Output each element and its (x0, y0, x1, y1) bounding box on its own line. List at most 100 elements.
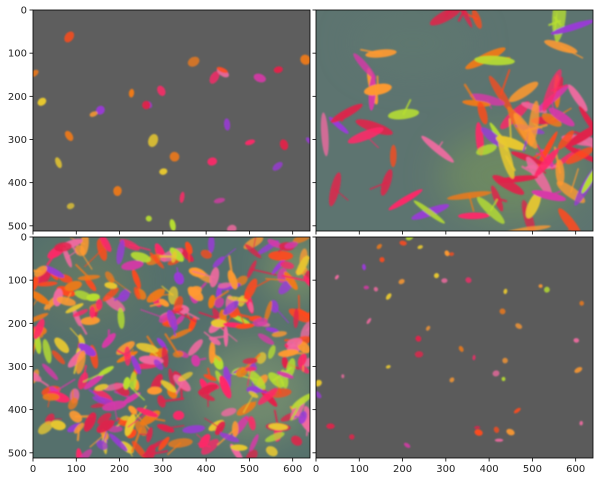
cell (168, 368, 176, 390)
cell-process (499, 69, 511, 96)
y-tick-label: 200 (8, 319, 27, 330)
cell (379, 257, 385, 263)
cell (54, 242, 72, 252)
panel-image (33, 10, 310, 231)
cell-process (48, 301, 53, 311)
cell (550, 19, 593, 35)
cell (279, 139, 289, 151)
cell (573, 338, 580, 343)
cell (216, 66, 228, 74)
cell (579, 421, 583, 426)
cell-process (294, 416, 304, 418)
cell (129, 371, 137, 390)
cell-process (218, 248, 237, 263)
cell (182, 425, 206, 434)
cell (353, 53, 376, 79)
cell (268, 423, 288, 431)
cell (159, 168, 168, 175)
cell-process (113, 405, 118, 422)
cell (210, 319, 227, 328)
cell (169, 328, 192, 340)
cell (198, 392, 215, 401)
cell-process (245, 401, 257, 410)
cell (415, 335, 422, 342)
cell (153, 359, 164, 371)
cell-process (148, 449, 169, 456)
cell (276, 371, 294, 379)
cell-process (161, 285, 174, 297)
cell-process (130, 427, 143, 453)
cell-process (140, 309, 166, 319)
y-tick-label: 300 (8, 135, 27, 146)
cell (503, 288, 508, 295)
cell (200, 249, 212, 259)
cell (95, 298, 103, 311)
cell-process (203, 331, 216, 342)
cell (497, 175, 538, 183)
cell-process (551, 98, 556, 117)
cell-process (109, 276, 132, 293)
panel-background (316, 237, 593, 458)
panel-background (33, 10, 310, 231)
cell-process (365, 134, 379, 149)
x-tick-label: 400 (480, 464, 499, 475)
cell-process (533, 123, 543, 129)
cell-process (290, 399, 303, 421)
cell (64, 280, 82, 292)
cell (113, 186, 122, 196)
cell-process (436, 141, 444, 150)
cell (268, 250, 294, 261)
cell-process (128, 243, 151, 251)
panel-image (316, 10, 593, 231)
cell (265, 432, 285, 443)
cell (38, 270, 51, 286)
cell-process (250, 268, 277, 276)
panel-bottom-right: 0 100 200 300 400 500 600 (312, 236, 594, 475)
cell (33, 69, 39, 77)
cell (557, 130, 574, 150)
cell (388, 189, 423, 211)
cell (273, 66, 283, 74)
cell (425, 325, 431, 331)
cell (76, 449, 93, 458)
cell-process (495, 197, 508, 203)
cell-process (265, 278, 292, 282)
cell-process (489, 198, 498, 212)
x-tick-label: 100 (67, 464, 86, 475)
cell-process (132, 409, 150, 430)
cell (78, 343, 96, 357)
cell (104, 295, 126, 312)
cell-process (79, 250, 93, 270)
cell (160, 380, 177, 393)
cell-process (33, 296, 40, 307)
x-tick-label: 600 (283, 464, 302, 475)
cell-process (196, 433, 206, 442)
cell (574, 367, 583, 373)
cell (417, 245, 423, 250)
cell (265, 446, 278, 457)
panel-frame (315, 236, 594, 459)
cell (499, 308, 506, 315)
cell (403, 442, 411, 448)
cell-process (149, 417, 166, 422)
cell (253, 73, 266, 83)
cell (80, 316, 100, 326)
cell (581, 164, 593, 194)
cell (355, 119, 393, 136)
cell-process (207, 367, 212, 379)
y-tick-label: 100 (8, 276, 27, 287)
cell-process (505, 155, 516, 172)
cell-process (82, 370, 107, 383)
cell-process (570, 168, 579, 193)
x-tick-label: 300 (436, 464, 455, 475)
cell (265, 327, 279, 333)
cell (209, 71, 220, 84)
cell (51, 350, 66, 365)
cell-process (174, 310, 197, 323)
cell (37, 281, 58, 287)
cell-process (360, 48, 382, 55)
cell-process (340, 112, 348, 122)
cell (362, 263, 366, 271)
cell (217, 282, 232, 289)
